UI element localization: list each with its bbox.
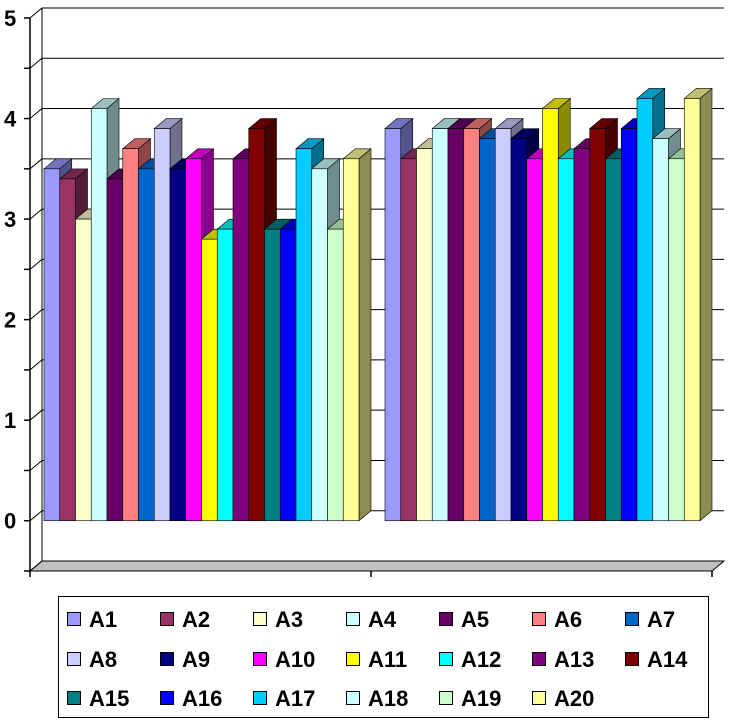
legend-label: A2 xyxy=(182,607,211,632)
legend-item: A20 xyxy=(524,679,617,717)
y-tick-label: 1 xyxy=(4,408,16,433)
legend-swatch xyxy=(439,612,453,626)
legend-label: A16 xyxy=(182,686,223,711)
legend-item: A11 xyxy=(338,640,431,678)
y-tick-label: 2 xyxy=(4,308,16,333)
gridline-side xyxy=(29,7,43,19)
legend-swatch xyxy=(253,691,267,705)
legend-item: A8 xyxy=(59,640,152,678)
legend-item: A16 xyxy=(152,679,245,717)
legend-swatch xyxy=(439,652,453,666)
legend-item: A3 xyxy=(245,600,338,638)
bars xyxy=(43,87,713,522)
gridline-side xyxy=(29,57,43,69)
legend-swatch xyxy=(67,691,81,705)
legend-swatch xyxy=(625,612,639,626)
legend-label: A6 xyxy=(554,607,583,632)
legend-swatch xyxy=(532,691,546,705)
gridline-side xyxy=(29,258,43,270)
legend-label: A5 xyxy=(461,607,490,632)
legend-label: A19 xyxy=(461,686,502,711)
legend-label: A4 xyxy=(368,607,397,632)
legend-item: A1 xyxy=(59,600,152,638)
gridline-side xyxy=(29,359,43,371)
legend-label: A12 xyxy=(461,647,502,672)
gridline-side xyxy=(29,460,43,471)
legend-item: A7 xyxy=(617,600,710,638)
legend-label: A20 xyxy=(554,686,595,711)
legend-swatch xyxy=(346,612,360,626)
legend-swatch xyxy=(532,612,546,626)
legend-item: A17 xyxy=(245,679,338,717)
gridline-side xyxy=(29,409,43,421)
legend-item: A12 xyxy=(431,640,524,678)
gridline-side xyxy=(29,510,43,522)
legend-swatch xyxy=(346,691,360,705)
legend-item: A9 xyxy=(152,640,245,678)
legend-label: A15 xyxy=(89,686,130,711)
legend-swatch xyxy=(439,691,453,705)
legend-swatch xyxy=(67,612,81,626)
legend-label: A13 xyxy=(554,647,595,672)
legend: A1 A2 A3 A4 A5 A6 A7 A8 A9 A10 A11 A12 A13 A14 A15 A16 A… xyxy=(58,596,709,718)
legend-label: A1 xyxy=(89,607,118,632)
gridline-side xyxy=(29,560,43,572)
y-tick-label: 5 xyxy=(4,6,16,31)
legend-item: A13 xyxy=(524,640,617,678)
y-tick-label: 3 xyxy=(4,207,16,232)
legend-item: A6 xyxy=(524,600,617,638)
legend-item: A2 xyxy=(152,600,245,638)
legend-label: A17 xyxy=(275,686,316,711)
y-tick-label: 0 xyxy=(4,509,16,534)
y-tick-label: 4 xyxy=(4,107,17,132)
legend-swatch xyxy=(253,652,267,666)
legend-item: A18 xyxy=(338,679,431,717)
legend-swatch xyxy=(160,652,174,666)
gridline-side xyxy=(29,309,43,321)
floor xyxy=(28,560,726,572)
legend-item: A19 xyxy=(431,679,524,717)
y-tick-labels: 0 1 2 3 4 5 xyxy=(4,6,17,534)
legend-label: A10 xyxy=(275,647,316,672)
legend-swatch xyxy=(625,652,639,666)
legend-label: A8 xyxy=(89,647,118,672)
legend-item: A4 xyxy=(338,600,431,638)
legend-label: A3 xyxy=(275,607,304,632)
gridline-side xyxy=(29,208,43,220)
legend-label: A11 xyxy=(368,647,408,672)
legend-swatch xyxy=(160,612,174,626)
bar xyxy=(342,148,372,522)
legend-swatch xyxy=(532,652,546,666)
legend-swatch xyxy=(346,652,360,666)
y-axis xyxy=(24,17,713,577)
legend-item: A5 xyxy=(431,600,524,638)
legend-swatch xyxy=(160,691,174,705)
legend-label: A14 xyxy=(647,647,688,672)
legend-swatch xyxy=(67,652,81,666)
bar-chart: 0 1 2 3 4 5 xyxy=(4,6,726,577)
legend-item: A14 xyxy=(617,640,710,678)
legend-swatch xyxy=(253,612,267,626)
legend-item: A15 xyxy=(59,679,152,717)
gridline-side xyxy=(29,158,43,170)
legend-label: A9 xyxy=(182,647,211,672)
gridline-side xyxy=(29,108,43,119)
bar xyxy=(683,87,713,522)
legend-label: A7 xyxy=(647,607,676,632)
legend-label: A18 xyxy=(368,686,409,711)
legend-item: A10 xyxy=(245,640,338,678)
